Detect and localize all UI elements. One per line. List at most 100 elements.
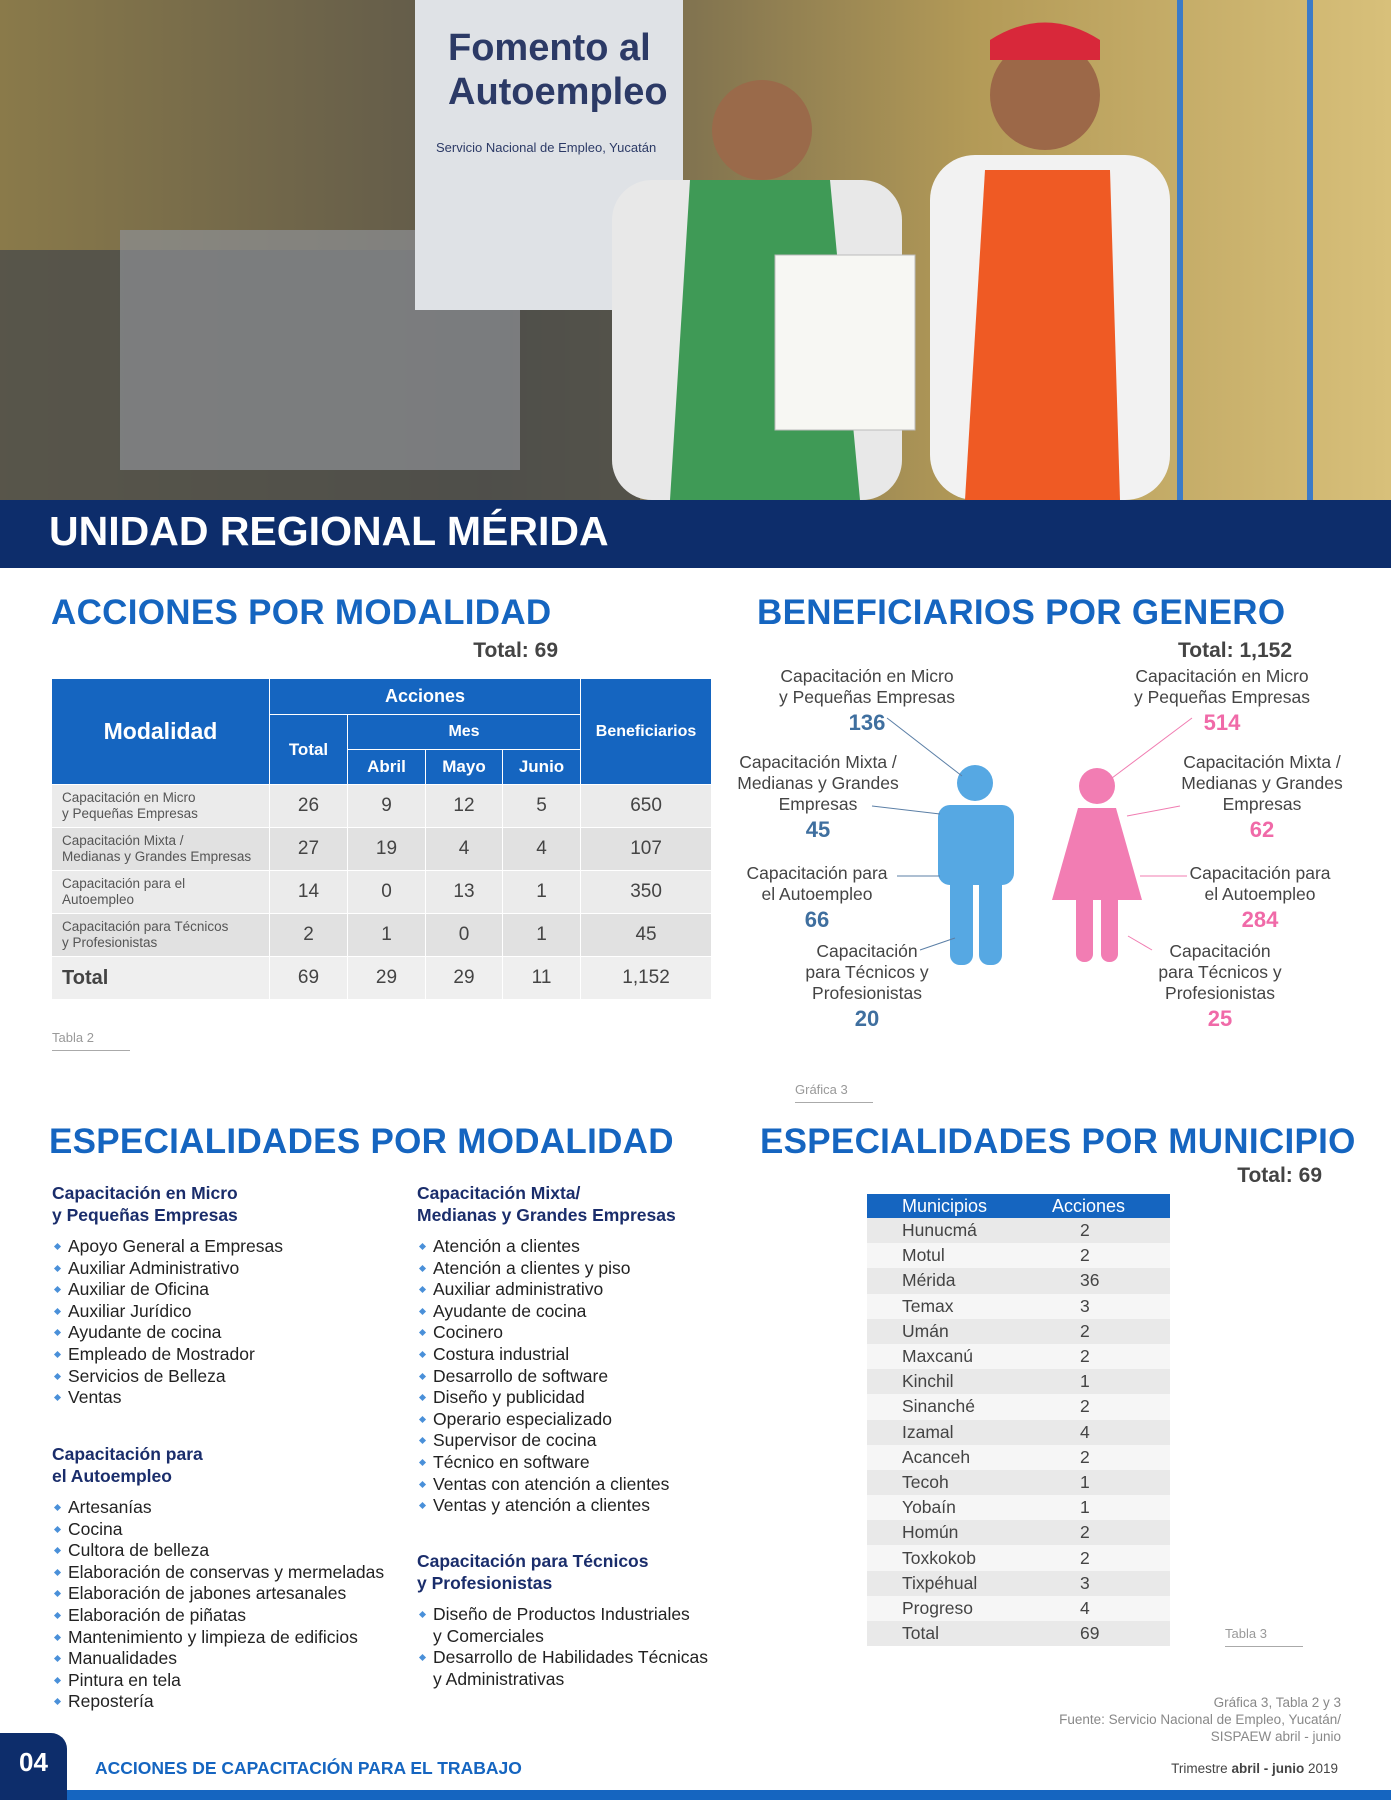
cell: 3 [1052,1570,1170,1596]
group-title: Capacitación para Técnicos y Profesionis… [417,1551,649,1593]
row-label: Temax [902,1293,1052,1319]
group-list: Diseño de Productos Industriales y Comer… [417,1604,777,1690]
spacer [867,1545,902,1571]
list-item: Costura industrial [417,1344,777,1366]
cell: 19 [347,827,426,871]
callout: Capacitación en Micro y Pequeñas Empresa… [1107,666,1337,736]
caption: Tabla 3 [1225,1626,1303,1647]
list-item: Elaboración de conservas y mermeladas [52,1562,412,1584]
callout-label: Capacitación Mixta / Medianas y Grandes … [1181,752,1343,814]
row-label: Izamal [902,1419,1052,1445]
row-label: Sinanché [902,1394,1052,1420]
header: Modalidad [51,678,270,785]
callout-value: 136 [848,710,886,735]
spacer [867,1243,902,1269]
cell: 1 [501,870,582,914]
gender-figures [871,717,1193,965]
callout-label: Capacitación para el Autoempleo [746,863,888,904]
list-item: Cocina [52,1519,412,1541]
table-row: Sinanché 2 [867,1394,1170,1420]
table-row: Acanceh 2 [867,1444,1170,1470]
table-row: Yobaín 1 [867,1495,1170,1521]
section-title: ESPECIALIDADES POR MODALIDAD [49,1122,674,1161]
table-row: Hunucmá 2 [867,1218,1170,1244]
list-item: Auxiliar de Oficina [52,1279,412,1301]
row-label: Yobaín [902,1495,1052,1521]
table-row: Progreso 4 [867,1595,1170,1621]
cell: 1 [501,913,582,957]
cell: 2 [1052,1218,1170,1244]
spacer [867,1520,902,1546]
header: Junio [501,749,582,785]
cell: 2 [269,913,348,957]
section-title: ESPECIALIDADES POR MUNICIPIO [760,1122,1356,1161]
period-year: 2019 [1307,1761,1338,1776]
callout-value: 20 [854,1006,880,1031]
header: Acciones [268,678,582,715]
row-label: Tecoh [902,1469,1052,1496]
table-row: Mérida 36 [867,1268,1170,1294]
table-row: Capacitación para el Autoempleo 14 0 13 1 350 [51,870,713,914]
table-row: Tixpéhual 3 [867,1570,1170,1596]
cell: 29 [425,956,503,1000]
callout-label: Capacitación en Micro y Pequeñas Empresa… [778,666,956,707]
list-item: Servicios de Belleza [52,1366,412,1388]
spacer [867,1268,902,1294]
table-row: Umán 2 [867,1318,1170,1344]
row-label: Capacitación para el Autoempleo [51,870,270,914]
cell: 36 [1052,1268,1170,1294]
list-item: Operario especializado [417,1409,777,1431]
table-row: Temax 3 [867,1293,1170,1319]
spacer [867,1595,902,1621]
header: Municipios [902,1194,1052,1218]
list-item: Auxiliar Jurídico [52,1301,412,1323]
callout-label: Capacitación para Técnicos y Profesionis… [1158,941,1282,1003]
group-title: Capacitación en Micro y Pequeñas Empresa… [52,1183,238,1225]
connectors [871,717,963,951]
callout: Capacitación Mixta / Medianas y Grandes … [703,752,933,843]
table-row: Maxcanú 2 [867,1343,1170,1370]
spacer [867,1621,902,1647]
list-item: Elaboración de jabones artesanales [52,1583,412,1605]
row-label: Total [902,1621,1052,1647]
list-item: Diseño y publicidad [417,1387,777,1409]
cell: 650 [580,784,713,828]
woman-icon [1052,768,1142,962]
cell: 2 [1052,1444,1170,1470]
specialty-group: Capacitación para Técnicos y Profesionis… [417,1550,777,1690]
spacer [867,1394,902,1420]
cell: 1 [1052,1469,1170,1496]
table-row: Capacitación Mixta / Medianas y Grandes … [51,827,713,871]
list-item: Artesanías [52,1497,412,1519]
row-label: Kinchil [902,1369,1052,1395]
footer-bar [67,1790,1391,1800]
table-row: Tecoh 1 [867,1469,1170,1496]
table-row: Izamal 4 [867,1419,1170,1445]
row-label: Capacitación Mixta / Medianas y Grandes … [51,827,270,871]
list-item: Ayudante de cocina [417,1301,777,1323]
caption: Tabla 2 [52,1030,130,1051]
cell: 1 [1052,1495,1170,1521]
row-label: Umán [902,1318,1052,1344]
callout-label: Capacitación en Micro y Pequeñas Empresa… [1133,666,1311,707]
row-label: Total [51,956,270,1000]
cell: 11 [501,956,582,1000]
cell: 2 [1052,1520,1170,1546]
cell: 107 [580,827,713,871]
callout-label: Capacitación para el Autoempleo [1189,863,1331,904]
page-badge [0,1733,67,1800]
cell: 9 [347,784,426,828]
header: Total [269,714,348,785]
cell: 4 [1052,1595,1170,1621]
table-row: Capacitación para Técnicos y Profesionis… [51,913,713,957]
spacer [867,1444,902,1470]
callout-label: Capacitación para Técnicos y Profesionis… [805,941,929,1003]
table-row: Motul 2 [867,1243,1170,1269]
spacer [867,1293,902,1319]
group-list: Atención a clientes Atención a clientes y… [417,1236,777,1517]
cell: 2 [1052,1243,1170,1269]
row-label: Acanceh [902,1444,1052,1470]
callout: Capacitación para el Autoempleo 66 [702,863,932,933]
cell: 350 [580,870,713,914]
